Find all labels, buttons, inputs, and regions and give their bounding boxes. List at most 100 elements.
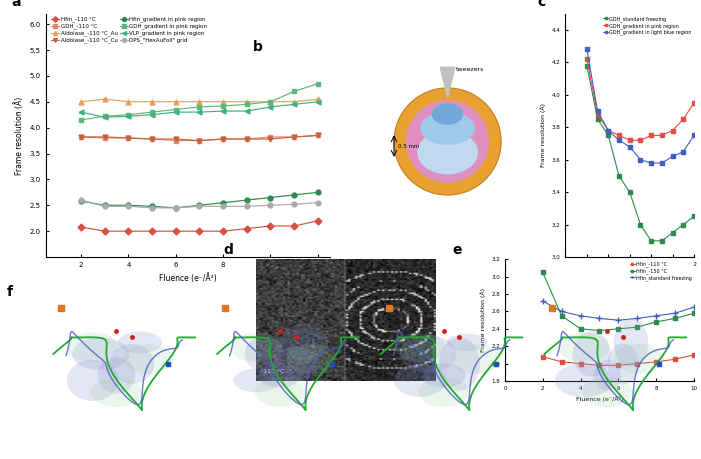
Line: GDH_gradient in light blue region: GDH_gradient in light blue region: [585, 48, 695, 165]
GDH_-110 °C: [172, 138, 180, 143]
Ellipse shape: [255, 377, 305, 407]
Ellipse shape: [420, 112, 475, 145]
GDH_gradient in pink region: [604, 128, 613, 133]
VLP_gradient in pink region: [196, 109, 204, 115]
Line: DPS_"HexAuFoil" grid: DPS_"HexAuFoil" grid: [79, 198, 320, 210]
GDH_gradient in pink region: [647, 133, 655, 138]
Ellipse shape: [400, 335, 456, 373]
GDH_gradient in light blue region: [583, 47, 591, 52]
Text: -110 °C: -110 °C: [261, 369, 285, 374]
GDH_gradient in pink region: [148, 109, 156, 115]
Hfin_-150 °C: [576, 326, 585, 331]
Text: e: e: [452, 243, 461, 257]
Aldolase_-110 °C_Au: [100, 96, 109, 102]
GDH_-110 °C: [266, 134, 275, 140]
Ellipse shape: [97, 357, 135, 394]
GDH_gradient in pink region: [637, 138, 645, 143]
Hfin_gradient in pink region: [266, 195, 275, 200]
Hfin_gradient in pink region: [148, 203, 156, 209]
DPS_"HexAuFoil" grid: [100, 203, 109, 209]
DPS_"HexAuFoil" grid: [196, 203, 204, 209]
Hfin_-110 °C: [538, 354, 547, 359]
Hfin_standard freezing: [671, 310, 679, 316]
GDH_-110 °C: [219, 136, 227, 142]
Hfin_gradient in pink region: [313, 190, 322, 195]
Text: d: d: [224, 243, 233, 257]
GDH_gradient in pink region: [124, 112, 132, 118]
GDH_-110 °C: [313, 133, 322, 138]
Hfin_standard freezing: [595, 316, 604, 321]
Aldolase_-110 °C_Cu: [148, 136, 156, 142]
GDH_gradient in light blue region: [604, 128, 613, 133]
VLP_gradient in pink region: [290, 101, 299, 107]
Hfin_standard freezing: [557, 309, 566, 314]
GDH_-110 °C: [77, 134, 86, 140]
GDH_gradient in pink region: [615, 133, 623, 138]
GDH_gradient in pink region: [593, 112, 601, 117]
Aldolase_-110 °C_Cu: [290, 134, 299, 140]
Ellipse shape: [245, 336, 284, 371]
Hfin_gradient in pink region: [100, 202, 109, 208]
GDH_-110 °C: [196, 138, 204, 143]
DPS_"HexAuFoil" grid: [172, 205, 180, 211]
Ellipse shape: [272, 347, 320, 381]
GDH_-110 °C: [100, 135, 109, 141]
GDH_standard freezing: [679, 222, 688, 227]
Aldolase_-110 °C_Au: [196, 99, 204, 105]
Hfin_gradient in pink region: [196, 202, 204, 208]
GDH_gradient in pink region: [172, 107, 180, 112]
Line: Hfin_-110 °C: Hfin_-110 °C: [541, 353, 695, 367]
Ellipse shape: [259, 363, 301, 388]
Ellipse shape: [233, 369, 280, 392]
Ellipse shape: [559, 332, 609, 362]
Ellipse shape: [118, 331, 162, 353]
GDH_-110 °C: [243, 136, 251, 142]
Line: Hfin_standard freezing: Hfin_standard freezing: [540, 298, 697, 323]
Hfin_-110 °C: [690, 352, 698, 358]
Hfin_-150 °C: [671, 316, 679, 321]
Ellipse shape: [439, 337, 480, 391]
Hfin_-110 °C: [100, 229, 109, 234]
GDH_standard freezing: [690, 214, 698, 219]
GDH_gradient in light blue region: [625, 144, 634, 150]
Aldolase_-110 °C_Au: [313, 96, 322, 102]
Ellipse shape: [395, 332, 445, 362]
Hfin_-110 °C: [576, 361, 585, 366]
Text: 0.5 mm: 0.5 mm: [397, 144, 419, 149]
Text: a: a: [11, 0, 21, 9]
VLP_gradient in pink region: [313, 99, 322, 105]
Hfin_standard freezing: [538, 298, 547, 304]
Hfin_-110 °C: [290, 223, 299, 229]
Ellipse shape: [67, 332, 118, 362]
Aldolase_-110 °C_Cu: [77, 134, 86, 140]
GDH_-110 °C: [148, 136, 156, 142]
GDH_gradient in light blue region: [647, 160, 655, 166]
Circle shape: [406, 100, 489, 183]
GDH_-110 °C: [124, 135, 132, 141]
GDH_standard freezing: [625, 190, 634, 195]
Hfin_gradient in pink region: [77, 198, 86, 204]
DPS_"HexAuFoil" grid: [124, 203, 132, 209]
Aldolase_-110 °C_Cu: [313, 133, 322, 138]
Hfin_standard freezing: [690, 304, 698, 310]
Aldolase_-110 °C_Au: [266, 99, 275, 105]
GDH_gradient in pink region: [690, 100, 698, 106]
Ellipse shape: [594, 360, 621, 391]
Hfin_-150 °C: [557, 313, 566, 319]
GDH_gradient in light blue region: [637, 157, 645, 162]
Line: GDH_gradient in pink region: GDH_gradient in pink region: [79, 81, 320, 122]
Ellipse shape: [608, 343, 639, 384]
Hfin_-110 °C: [652, 359, 660, 364]
Hfin_gradient in pink region: [124, 202, 132, 208]
GDH_gradient in pink region: [668, 128, 676, 133]
GDH_gradient in pink region: [625, 138, 634, 143]
Ellipse shape: [583, 377, 632, 407]
Aldolase_-110 °C_Cu: [100, 134, 109, 140]
Aldolase_-110 °C_Au: [172, 99, 180, 105]
Text: c: c: [537, 0, 545, 9]
GDH_standard freezing: [583, 63, 591, 68]
Legend: Hfin_-110 °C, GDH_-110 °C, Aldolase_-110 °C_Au, Aldolase_-110 °C_Cu, Hfin_gradie: Hfin_-110 °C, GDH_-110 °C, Aldolase_-110…: [51, 17, 207, 44]
Hfin_-110 °C: [148, 229, 156, 234]
Ellipse shape: [450, 344, 501, 374]
Hfin_-110 °C: [614, 363, 622, 368]
